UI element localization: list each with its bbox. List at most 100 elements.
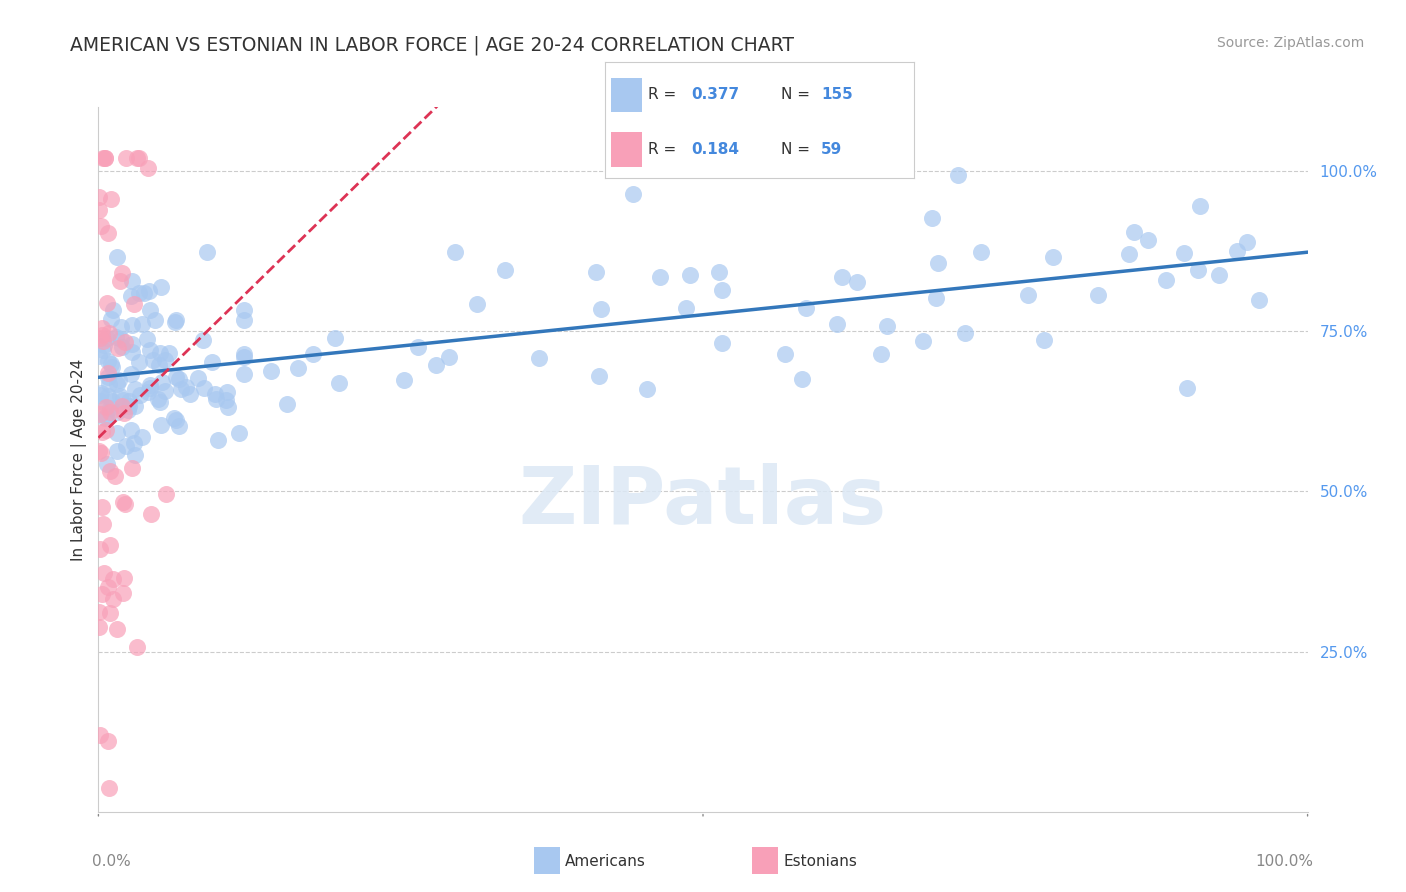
Point: [97, 226, 120, 240]
Point: [91, 343, 114, 357]
Point: [465, 297, 488, 311]
Point: [260, 364, 283, 378]
Point: [89, 331, 111, 345]
Point: [101, 394, 124, 409]
Text: R =: R =: [648, 142, 681, 157]
Point: [103, 592, 125, 607]
Point: [138, 284, 160, 298]
Point: [323, 331, 346, 345]
Point: [165, 312, 187, 326]
Text: 0.184: 0.184: [692, 142, 740, 157]
Point: [912, 334, 935, 349]
Point: [163, 410, 186, 425]
Point: [93, 566, 115, 581]
Point: [650, 270, 672, 285]
Text: Source: ZipAtlas.com: Source: ZipAtlas.com: [1216, 36, 1364, 50]
Point: [93, 151, 115, 165]
Point: [1123, 225, 1146, 239]
Point: [494, 262, 516, 277]
Point: [1175, 381, 1198, 395]
Point: [87, 202, 110, 217]
Point: [148, 359, 170, 373]
Point: [100, 192, 122, 206]
Point: [93, 337, 115, 351]
Point: [111, 399, 134, 413]
Text: 100.0%: 100.0%: [1256, 854, 1313, 869]
Point: [136, 384, 159, 399]
Point: [845, 276, 868, 290]
Point: [91, 500, 114, 515]
Point: [870, 347, 893, 361]
Point: [114, 497, 136, 511]
Point: [90, 328, 112, 343]
Point: [90, 321, 112, 335]
Point: [1187, 263, 1209, 277]
Point: [711, 283, 734, 297]
Point: [97, 354, 120, 368]
Point: [90, 219, 112, 233]
Y-axis label: In Labor Force | Age 20-24: In Labor Force | Age 20-24: [72, 359, 87, 560]
Point: [108, 373, 131, 387]
Point: [1017, 288, 1039, 302]
Point: [217, 401, 239, 415]
Text: R =: R =: [648, 87, 681, 103]
Point: [121, 274, 143, 288]
Point: [105, 444, 128, 458]
Point: [425, 359, 447, 373]
Point: [117, 403, 139, 417]
Point: [107, 341, 129, 355]
Point: [443, 244, 465, 259]
Bar: [610, 78, 641, 112]
Point: [139, 378, 162, 392]
Point: [406, 340, 429, 354]
Text: 0.377: 0.377: [692, 87, 740, 103]
Point: [105, 425, 128, 440]
Point: [101, 359, 124, 374]
Point: [122, 297, 145, 311]
Point: [149, 394, 172, 409]
Point: [636, 382, 658, 396]
Point: [1236, 235, 1258, 249]
Point: [131, 430, 153, 444]
Point: [120, 288, 142, 302]
Point: [1188, 199, 1211, 213]
Point: [170, 382, 193, 396]
Point: [111, 495, 134, 509]
Point: [94, 151, 117, 165]
Point: [193, 381, 215, 395]
Point: [96, 296, 118, 310]
Point: [97, 581, 120, 595]
Point: [773, 347, 796, 361]
Point: [1087, 288, 1109, 302]
Point: [118, 399, 141, 413]
Point: [215, 393, 238, 408]
Point: [103, 573, 125, 587]
Point: [120, 423, 142, 437]
Point: [128, 151, 150, 165]
Text: AMERICAN VS ESTONIAN IN LABOR FORCE | AGE 20-24 CORRELATION CHART: AMERICAN VS ESTONIAN IN LABOR FORCE | AG…: [70, 36, 794, 55]
Point: [94, 151, 117, 165]
Point: [215, 384, 238, 399]
Point: [104, 468, 127, 483]
Point: [115, 151, 138, 165]
Point: [87, 190, 110, 204]
Point: [115, 439, 138, 453]
Point: [675, 301, 697, 315]
Point: [98, 464, 121, 478]
Point: [970, 244, 993, 259]
Point: [790, 372, 813, 386]
Point: [204, 387, 226, 401]
Point: [124, 399, 146, 413]
Text: Estonians: Estonians: [783, 855, 858, 869]
Point: [100, 401, 122, 415]
Point: [157, 345, 180, 359]
Point: [124, 436, 146, 450]
Text: N =: N =: [780, 87, 814, 103]
Point: [876, 318, 898, 333]
Point: [711, 335, 734, 350]
Point: [125, 640, 148, 654]
Point: [91, 425, 114, 440]
Point: [121, 336, 143, 351]
Point: [1118, 247, 1140, 261]
Point: [108, 274, 131, 288]
